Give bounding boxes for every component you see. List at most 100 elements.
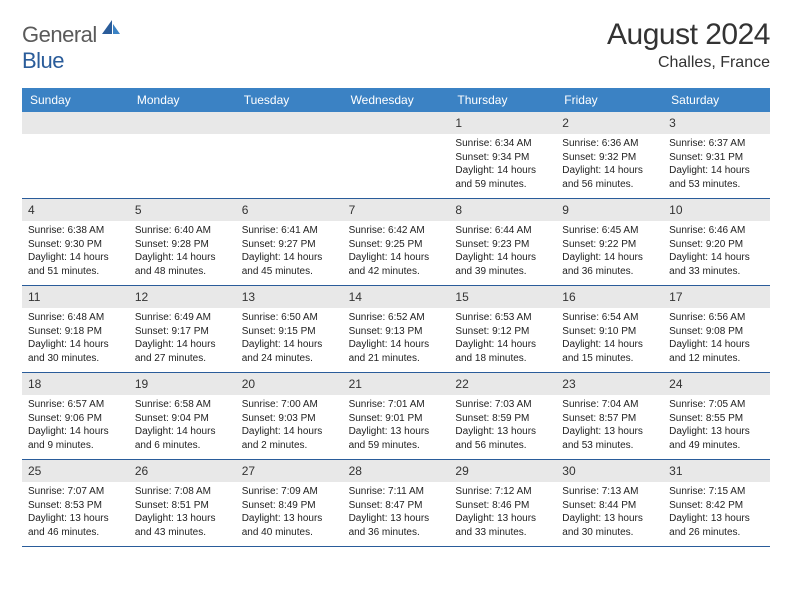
day-number-row: 30 xyxy=(556,460,663,482)
day-number: 17 xyxy=(669,290,682,304)
day-number-row: 29 xyxy=(449,460,556,482)
day-number-row: 2 xyxy=(556,112,663,134)
day-number-row: 6 xyxy=(236,199,343,221)
day-number: 23 xyxy=(562,377,575,391)
day-number: 25 xyxy=(28,464,41,478)
daylight-text: Daylight: 13 hours and 26 minutes. xyxy=(669,512,764,539)
sunset-text: Sunset: 9:27 PM xyxy=(242,238,337,252)
day-cell: 16Sunrise: 6:54 AMSunset: 9:10 PMDayligh… xyxy=(556,286,663,372)
sunset-text: Sunset: 8:57 PM xyxy=(562,412,657,426)
daylight-text: Daylight: 14 hours and 59 minutes. xyxy=(455,164,550,191)
sunrise-text: Sunrise: 7:13 AM xyxy=(562,485,657,499)
daylight-text: Daylight: 14 hours and 48 minutes. xyxy=(135,251,230,278)
day-number: 20 xyxy=(242,377,255,391)
sunset-text: Sunset: 9:01 PM xyxy=(349,412,444,426)
sunset-text: Sunset: 9:20 PM xyxy=(669,238,764,252)
sunrise-text: Sunrise: 6:41 AM xyxy=(242,224,337,238)
daylight-text: Daylight: 13 hours and 53 minutes. xyxy=(562,425,657,452)
day-info: Sunrise: 7:09 AMSunset: 8:49 PMDaylight:… xyxy=(242,485,337,539)
daylight-text: Daylight: 13 hours and 59 minutes. xyxy=(349,425,444,452)
day-cell: 20Sunrise: 7:00 AMSunset: 9:03 PMDayligh… xyxy=(236,373,343,459)
day-cell: 25 Sunrise: 7:07 AMSunset: 8:53 PMDayligh… xyxy=(22,460,129,546)
daylight-text: Daylight: 14 hours and 30 minutes. xyxy=(28,338,123,365)
sunrise-text: Sunrise: 6:57 AM xyxy=(28,398,123,412)
week-row: 18Sunrise: 6:57 AMSunset: 9:06 PMDayligh… xyxy=(22,372,770,459)
day-number xyxy=(242,116,245,130)
day-number-row: 11 xyxy=(22,286,129,308)
sunset-text: Sunset: 9:18 PM xyxy=(28,325,123,339)
daylight-text: Daylight: 14 hours and 6 minutes. xyxy=(135,425,230,452)
day-number-row: 23 xyxy=(556,373,663,395)
daylight-text: Daylight: 14 hours and 21 minutes. xyxy=(349,338,444,365)
daylight-text: Daylight: 13 hours and 36 minutes. xyxy=(349,512,444,539)
day-number: 6 xyxy=(242,203,249,217)
weekday-header: Monday xyxy=(129,88,236,112)
day-info: Sunrise: 6:57 AMSunset: 9:06 PMDaylight:… xyxy=(28,398,123,452)
sunset-text: Sunset: 8:55 PM xyxy=(669,412,764,426)
day-number-row: 21 xyxy=(343,373,450,395)
day-info: Sunrise: 7:04 AMSunset: 8:57 PMDaylight:… xyxy=(562,398,657,452)
day-cell: 10 Sunrise: 6:46 AMSunset: 9:20 PMDayligh… xyxy=(663,199,770,285)
day-number-row xyxy=(22,112,129,134)
day-number-row: 25 xyxy=(22,460,129,482)
day-number: 4 xyxy=(28,203,35,217)
day-cell: 28Sunrise: 7:11 AMSunset: 8:47 PMDayligh… xyxy=(343,460,450,546)
day-info: Sunrise: 6:34 AMSunset: 9:34 PMDaylight:… xyxy=(455,137,550,191)
daylight-text: Daylight: 13 hours and 43 minutes. xyxy=(135,512,230,539)
day-cell: 5Sunrise: 6:40 AMSunset: 9:28 PMDaylight… xyxy=(129,199,236,285)
sunset-text: Sunset: 9:08 PM xyxy=(669,325,764,339)
sunrise-text: Sunrise: 6:53 AM xyxy=(455,311,550,325)
sunrise-text: Sunrise: 6:50 AM xyxy=(242,311,337,325)
day-info: Sunrise: 7:15 AMSunset: 8:42 PMDaylight:… xyxy=(669,485,764,539)
sunrise-text: Sunrise: 6:56 AM xyxy=(669,311,764,325)
day-cell xyxy=(22,112,129,198)
location: Challes, France xyxy=(607,54,770,72)
sunset-text: Sunset: 9:22 PM xyxy=(562,238,657,252)
day-number-row: 10 xyxy=(663,199,770,221)
weekday-header: Wednesday xyxy=(343,88,450,112)
day-cell: 17Sunrise: 6:56 AMSunset: 9:08 PMDayligh… xyxy=(663,286,770,372)
sunset-text: Sunset: 8:44 PM xyxy=(562,499,657,513)
sunrise-text: Sunrise: 6:58 AM xyxy=(135,398,230,412)
day-cell: 13Sunrise: 6:50 AMSunset: 9:15 PMDayligh… xyxy=(236,286,343,372)
day-number-row: 12 xyxy=(129,286,236,308)
day-number: 30 xyxy=(562,464,575,478)
day-cell xyxy=(129,112,236,198)
day-number: 14 xyxy=(349,290,362,304)
day-number-row: 26 xyxy=(129,460,236,482)
day-info: Sunrise: 6:46 AMSunset: 9:20 PMDaylight:… xyxy=(669,224,764,278)
day-info: Sunrise: 7:05 AMSunset: 8:55 PMDaylight:… xyxy=(669,398,764,452)
day-number: 31 xyxy=(669,464,682,478)
sunset-text: Sunset: 9:06 PM xyxy=(28,412,123,426)
day-number-row: 17 xyxy=(663,286,770,308)
sunrise-text: Sunrise: 6:36 AM xyxy=(562,137,657,151)
day-number-row: 7 xyxy=(343,199,450,221)
day-cell: 14Sunrise: 6:52 AMSunset: 9:13 PMDayligh… xyxy=(343,286,450,372)
sunset-text: Sunset: 9:32 PM xyxy=(562,151,657,165)
sunrise-text: Sunrise: 7:01 AM xyxy=(349,398,444,412)
sunset-text: Sunset: 8:53 PM xyxy=(28,499,123,513)
day-number: 10 xyxy=(669,203,682,217)
sunrise-text: Sunrise: 7:07 AM xyxy=(28,485,123,499)
day-number-row: 14 xyxy=(343,286,450,308)
weekday-header-row: Sunday Monday Tuesday Wednesday Thursday… xyxy=(22,88,770,112)
day-number: 11 xyxy=(28,290,40,304)
sunrise-text: Sunrise: 7:00 AM xyxy=(242,398,337,412)
sunrise-text: Sunrise: 6:37 AM xyxy=(669,137,764,151)
week-row: 4Sunrise: 6:38 AMSunset: 9:30 PMDaylight… xyxy=(22,198,770,285)
day-info: Sunrise: 6:37 AMSunset: 9:31 PMDaylight:… xyxy=(669,137,764,191)
daylight-text: Daylight: 14 hours and 42 minutes. xyxy=(349,251,444,278)
sunset-text: Sunset: 9:15 PM xyxy=(242,325,337,339)
day-number-row: 13 xyxy=(236,286,343,308)
day-cell: 9Sunrise: 6:45 AMSunset: 9:22 PMDaylight… xyxy=(556,199,663,285)
day-number-row: 31 xyxy=(663,460,770,482)
sunset-text: Sunset: 8:51 PM xyxy=(135,499,230,513)
day-number xyxy=(135,116,138,130)
day-cell: 27Sunrise: 7:09 AMSunset: 8:49 PMDayligh… xyxy=(236,460,343,546)
daylight-text: Daylight: 13 hours and 46 minutes. xyxy=(28,512,123,539)
day-number-row: 16 xyxy=(556,286,663,308)
day-cell: 7Sunrise: 6:42 AMSunset: 9:25 PMDaylight… xyxy=(343,199,450,285)
sunrise-text: Sunrise: 6:49 AM xyxy=(135,311,230,325)
day-number: 12 xyxy=(135,290,148,304)
day-number xyxy=(349,116,352,130)
